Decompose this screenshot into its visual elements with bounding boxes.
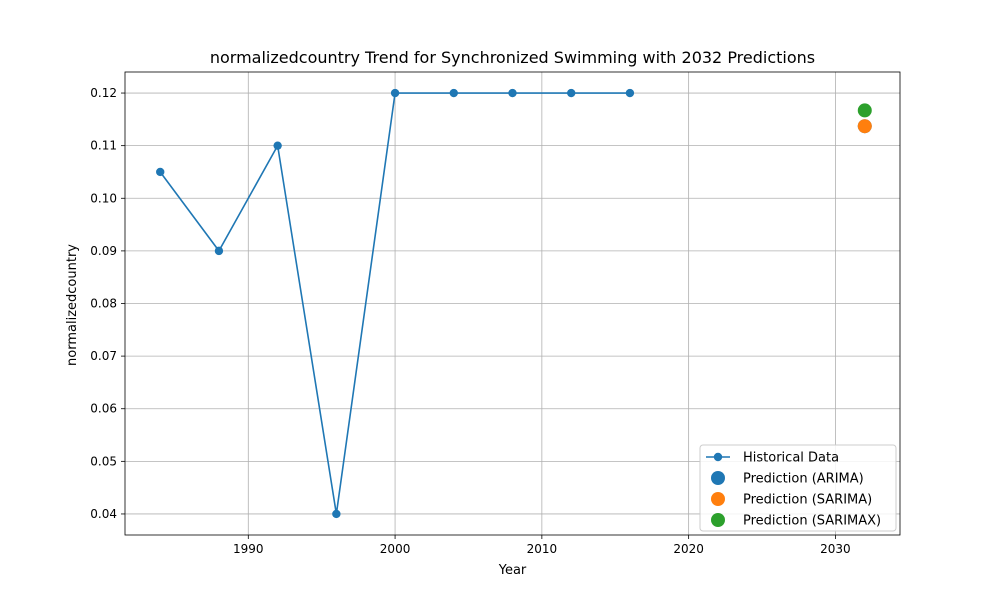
prediction-point-sarima [857,119,872,134]
historical-point [567,88,576,98]
y-tick-label: 0.05 [90,454,117,468]
y-tick-label: 0.08 [90,297,117,311]
y-tick-label: 0.12 [90,86,117,100]
y-tick-label: 0.06 [90,402,117,416]
historical-point [390,88,400,98]
legend-handle-marker [711,513,725,527]
historical-point [332,509,341,519]
legend-handle-marker [713,452,723,462]
legend-label: Prediction (SARIMAX) [743,514,881,529]
y-tick-label: 0.09 [90,244,117,258]
legend-handle-marker [711,471,725,485]
historical-point [508,88,517,98]
x-tick-label: 2010 [527,542,558,556]
y-axis-label: normalizedcountry [65,244,80,366]
historical-point [273,141,282,150]
plot-frame [124,71,901,536]
x-tick-label: 2000 [380,542,411,556]
plot-area [156,88,872,519]
legend-label: Prediction (SARIMA) [743,493,872,508]
x-tick-label: 1990 [233,542,264,556]
prediction-point-sarimax [857,103,872,118]
historical-point [156,167,165,177]
axes: 1990 2000 2010 2020 2030 0.04 0.05 0.06 0.07 0.08… [90,71,901,556]
historical-point [214,246,224,256]
x-axis-label: Year [498,563,527,578]
historical-point [449,88,458,98]
y-tick-label: 0.11 [90,139,117,153]
historical-point [625,88,635,98]
y-tick-label: 0.07 [90,349,117,363]
chart-title: normalizedcountry Trend for Synchronized… [210,48,815,67]
legend-box [699,444,897,532]
y-tick-label: 0.04 [90,507,117,521]
x-tick-label: 2030 [820,542,851,556]
x-tick-label: 2020 [673,542,704,556]
legend: Historical Data Prediction (ARIMA) Predict… [699,444,897,532]
y-tick-label: 0.10 [90,191,117,205]
legend-label: Historical Data [743,451,839,466]
legend-handle-marker [711,492,725,506]
legend-label: Prediction (ARIMA) [743,472,864,487]
